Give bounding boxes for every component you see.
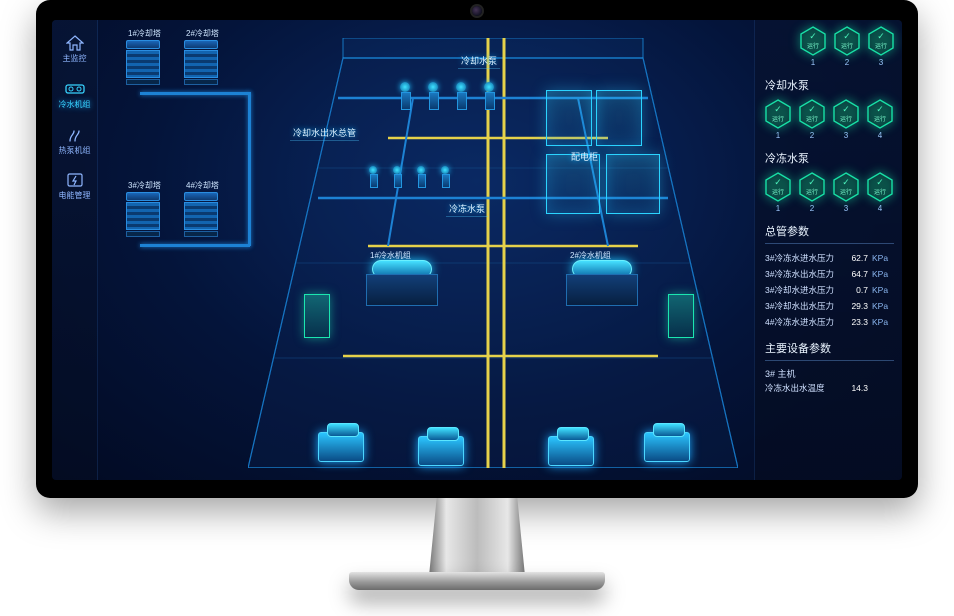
floor-pump[interactable] <box>644 432 690 462</box>
tower-label: 2#冷却塔 <box>186 28 219 39</box>
nav-home[interactable]: 主监控 <box>55 34 95 64</box>
label-dist-cabinet: 配电柜 <box>568 150 601 164</box>
monitor-frame: 主监控 冷水机组 热泵机组 电能管理 <box>36 0 918 498</box>
group-title-cooling-pump: 冷却水泵 <box>765 77 894 93</box>
status-hex[interactable]: ✓运行 <box>765 99 791 129</box>
status-hex[interactable]: ✓运行 <box>800 26 826 56</box>
label-cooling-header: 冷却水出水总管 <box>290 126 359 141</box>
status-hex[interactable]: ✓运行 <box>765 172 791 202</box>
floor-pump[interactable] <box>418 436 464 466</box>
status-hex[interactable]: ✓运行 <box>799 99 825 129</box>
status-hex[interactable]: ✓运行 <box>867 99 893 129</box>
chiller-icon <box>65 80 85 98</box>
status-group-cooling: ✓运行1 ✓运行2 ✓运行3 ✓运行4 <box>765 99 894 140</box>
chilled-pump[interactable] <box>440 166 451 186</box>
nav-label: 冷水机组 <box>59 101 91 110</box>
status-hex[interactable]: ✓运行 <box>867 172 893 202</box>
nav-heatpump[interactable]: 热泵机组 <box>55 126 95 156</box>
param-row: 4#冷冻水进水压力23.3KPa <box>765 314 894 330</box>
floor-pump[interactable] <box>548 436 594 466</box>
chilled-pump[interactable] <box>416 166 427 186</box>
cooling-tower-4[interactable]: 4#冷却塔 <box>184 192 218 237</box>
cooling-pump[interactable] <box>482 82 496 108</box>
cooling-tower-1[interactable]: 1#冷却塔 <box>126 40 160 85</box>
cooling-tower-2[interactable]: 2#冷却塔 <box>184 40 218 85</box>
dist-cabinet[interactable] <box>546 90 592 146</box>
sidebar: 主监控 冷水机组 热泵机组 电能管理 <box>52 20 98 480</box>
device-params-title: 主要设备参数 <box>765 340 894 361</box>
screen: 主监控 冷水机组 热泵机组 电能管理 <box>52 20 902 480</box>
label-cooling-pump: 冷却水泵 <box>458 54 500 69</box>
param-row: 3#冷却水进水压力0.7KPa <box>765 282 894 298</box>
cooling-pump[interactable] <box>454 82 468 108</box>
home-icon <box>65 34 85 52</box>
param-row: 3#冷冻水进水压力62.7KPa <box>765 250 894 266</box>
nav-energy[interactable]: 电能管理 <box>55 171 95 201</box>
param-row: 3#冷却水出水压力29.3KPa <box>765 298 894 314</box>
status-group-chilled: ✓运行1 ✓运行2 ✓运行3 ✓运行4 <box>765 172 894 213</box>
nav-label: 主监控 <box>63 55 87 64</box>
chiller-2[interactable] <box>566 260 638 306</box>
nav-label: 热泵机组 <box>59 147 91 156</box>
plant-view[interactable]: 1#冷却塔 2#冷却塔 3#冷却塔 4#冷却塔 <box>98 20 754 480</box>
floor-pump[interactable] <box>318 432 364 462</box>
header-params-title: 总管参数 <box>765 223 894 244</box>
monitor-stand-base <box>349 572 605 590</box>
right-panel: ✓运行 1 ✓运行 2 ✓运行 3 冷却水泵 ✓运行1 ✓运行2 ✓运行3 ✓运… <box>754 20 902 480</box>
chilled-pump[interactable] <box>392 166 403 186</box>
status-group-top: ✓运行 1 ✓运行 2 ✓运行 3 <box>765 26 894 67</box>
chiller-label: 1#冷水机组 <box>370 250 411 261</box>
heatpump-icon <box>65 126 85 144</box>
nav-label: 电能管理 <box>59 192 91 201</box>
param-row: 冷冻水出水温度14.3 <box>765 380 894 396</box>
plant-room: 冷却水泵 冷却水出水总管 配电柜 冷冻水泵 <box>248 38 738 468</box>
dist-cabinet[interactable] <box>596 90 642 146</box>
tower-label: 1#冷却塔 <box>128 28 161 39</box>
dist-cabinet[interactable] <box>606 154 660 214</box>
aux-unit[interactable] <box>304 294 330 338</box>
tower-label: 4#冷却塔 <box>186 180 219 191</box>
status-hex[interactable]: ✓运行 <box>833 172 859 202</box>
aux-unit[interactable] <box>668 294 694 338</box>
status-hex[interactable]: ✓运行 <box>833 99 859 129</box>
group-title-chilled-pump: 冷冻水泵 <box>765 150 894 166</box>
chiller-label: 2#冷水机组 <box>570 250 611 261</box>
chilled-pump[interactable] <box>368 166 379 186</box>
device-subtitle: 3# 主机 <box>765 367 894 380</box>
cooling-pump[interactable] <box>398 82 412 108</box>
cooling-pump[interactable] <box>426 82 440 108</box>
monitor-stand-neck <box>429 498 525 576</box>
status-hex[interactable]: ✓运行 <box>868 26 894 56</box>
chiller-1[interactable] <box>366 260 438 306</box>
cooling-tower-3[interactable]: 3#冷却塔 <box>126 192 160 237</box>
status-hex[interactable]: ✓运行 <box>834 26 860 56</box>
tower-label: 3#冷却塔 <box>128 180 161 191</box>
energy-icon <box>65 171 85 189</box>
status-hex[interactable]: ✓运行 <box>799 172 825 202</box>
header-params-list: 3#冷冻水进水压力62.7KPa 3#冷冻水出水压力64.7KPa 3#冷却水进… <box>765 250 894 330</box>
nav-chiller[interactable]: 冷水机组 <box>55 80 95 110</box>
label-chilled-pump: 冷冻水泵 <box>446 202 488 217</box>
param-row: 3#冷冻水出水压力64.7KPa <box>765 266 894 282</box>
